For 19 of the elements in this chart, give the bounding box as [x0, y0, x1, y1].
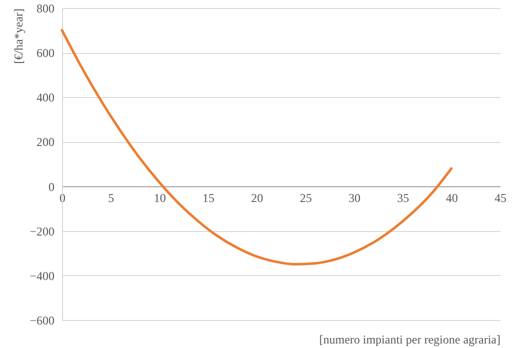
- y-axis-title: [€/ha*year]: [12, 8, 26, 64]
- x-tick-label: 20: [251, 190, 264, 205]
- y-tick-label: −600: [30, 314, 54, 328]
- x-tick-label: 45: [494, 190, 506, 205]
- x-tick-label: 15: [202, 190, 214, 205]
- y-tick-label: −200: [30, 224, 54, 238]
- y-tick-label: 800: [36, 2, 54, 16]
- x-tick-label: 10: [154, 190, 166, 205]
- x-tick-label: 40: [446, 190, 458, 205]
- x-tick-label: 5: [108, 190, 114, 205]
- y-tick-label: 200: [36, 135, 54, 150]
- y-tick-label: −400: [30, 268, 54, 283]
- x-axis-title: [numero impianti per regione agraria]: [319, 332, 500, 346]
- x-tick-label: 25: [300, 190, 312, 205]
- y-tick-label: 600: [36, 46, 54, 60]
- x-tick-label: 35: [397, 190, 410, 205]
- x-tick-label: 30: [348, 190, 360, 205]
- y-tick-label: 0: [48, 180, 54, 194]
- y-tick-label: 400: [36, 90, 54, 105]
